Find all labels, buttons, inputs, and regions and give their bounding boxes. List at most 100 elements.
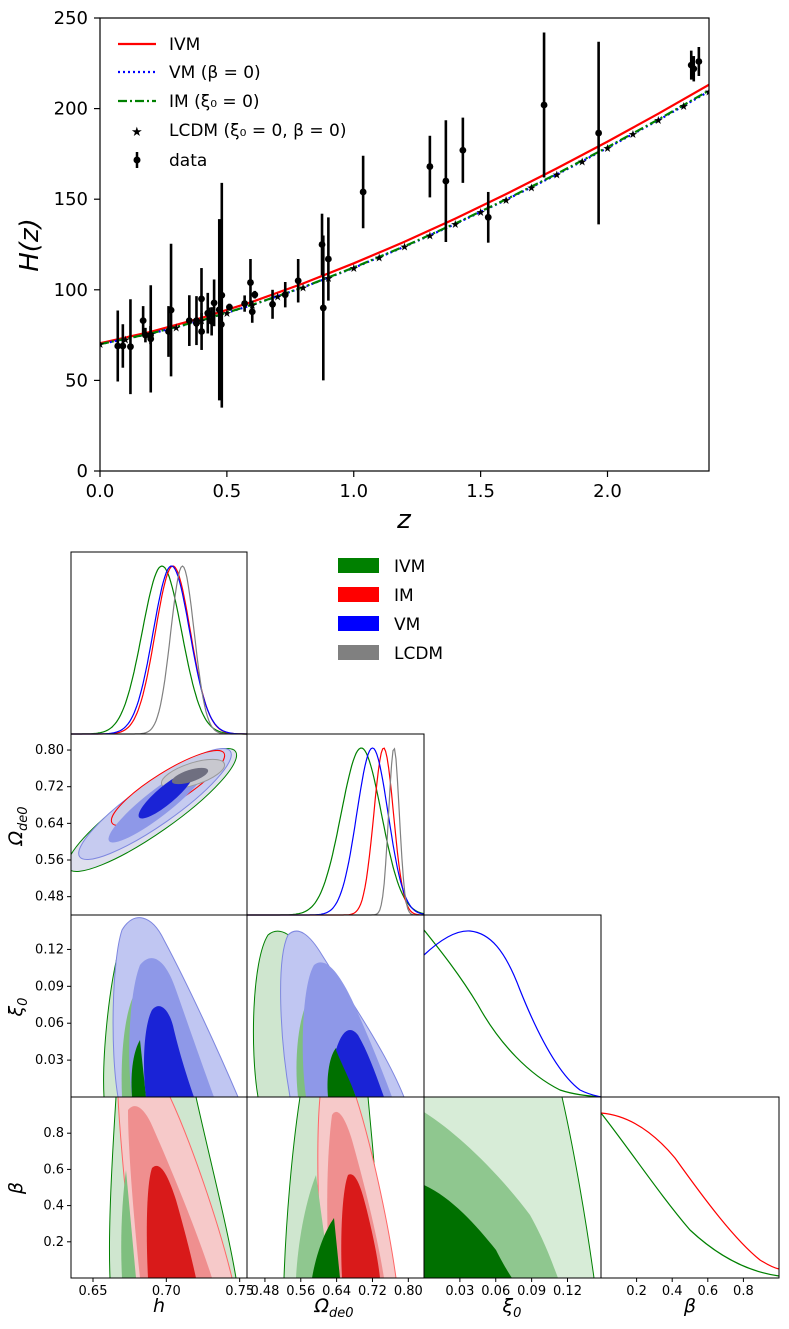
contour-ivm-inner	[131, 1040, 146, 1097]
panel-beta-marginal-frame	[600, 1096, 780, 1279]
corner-y-tick-label: 0.48	[35, 890, 64, 905]
marginal-h-ivm	[71, 565, 247, 735]
corner-y-tick-label: 0.56	[35, 853, 64, 868]
hz-x-axis-label: z	[396, 505, 412, 535]
corner-y-tick-label: 0.12	[35, 942, 64, 957]
legend-label-lcdm: LCDM (ξ₀ = 0, β = 0)	[169, 121, 346, 141]
contour-ivm-inner	[327, 1048, 356, 1097]
hz-plot: ★★★★★★★★★★★★★★★★★★★★★★★★★ 0.00.51.01.52.…	[15, 8, 714, 535]
data-point	[281, 282, 289, 308]
legend-label-vm: VM (β = 0)	[169, 63, 261, 83]
corner-legend: IVM IM VM LCDM	[338, 557, 443, 664]
data-marker	[147, 335, 155, 343]
corner-legend-label-lcdm: LCDM	[394, 644, 443, 664]
data-marker	[359, 188, 367, 196]
contour-im-inner	[146, 1165, 196, 1278]
data-marker	[442, 177, 450, 185]
corner-x-tick-label: 0.65	[79, 1284, 108, 1299]
lcdm-star-marker: ★	[374, 251, 384, 264]
corner-legend-swatch-vm	[338, 616, 379, 631]
lcdm-star-marker: ★	[349, 262, 359, 275]
data-marker	[690, 65, 698, 73]
data-marker	[247, 279, 254, 286]
lcdm-star-marker: ★	[501, 194, 511, 207]
corner-x-tick-label: 0.12	[553, 1284, 582, 1299]
x-tick-label: 2.0	[593, 481, 622, 502]
panel-omega-marginal	[246, 733, 425, 916]
data-point	[484, 191, 492, 243]
data-point	[690, 56, 698, 82]
hz-y-ticks: 0 50 100 150 200 250	[54, 8, 100, 482]
panel-xi-marginal-frame	[423, 914, 602, 1098]
lcdm-star-marker: ★	[653, 114, 663, 127]
panel-omega-vs-h	[70, 733, 248, 916]
data-marker	[198, 295, 205, 303]
lcdm-star-marker: ★	[450, 218, 460, 231]
y-tick-label: 100	[54, 280, 88, 301]
x-tick-label: 0.5	[213, 481, 242, 502]
panel-xi-marginal	[423, 914, 602, 1098]
panel-xi-vs-omega	[246, 914, 425, 1098]
data-point	[540, 32, 548, 178]
corner-y-tick-label: 0.8	[43, 1126, 64, 1141]
lcdm-star-marker: ★	[273, 291, 283, 304]
corner-x-tick-label: 0.8	[733, 1284, 754, 1299]
data-point	[695, 46, 703, 76]
corner-legend-label-vm: VM	[394, 615, 420, 635]
corner-y-tick-label: 0.06	[35, 1016, 64, 1031]
panel-beta-vs-omega	[246, 1096, 425, 1279]
data-point	[198, 312, 206, 350]
contour-ivm-inner	[424, 1185, 512, 1278]
y-tick-label: 150	[54, 189, 88, 210]
lcdm-star-marker: ★	[603, 142, 613, 155]
x-label-xi-base: ξ	[502, 1295, 514, 1317]
data-point	[193, 296, 200, 346]
corner-legend-swatch-im	[338, 587, 379, 602]
contour-vm-inner	[336, 1030, 384, 1097]
data-point	[167, 243, 175, 377]
marginal-ivm-xi	[423, 929, 602, 1098]
contour-lcdm-inner	[171, 767, 209, 785]
lcdm-star-marker: ★	[95, 338, 105, 351]
data-point	[442, 120, 450, 242]
data-marker	[114, 342, 122, 350]
corner-legend-swatch-lcdm	[338, 645, 379, 660]
panel-beta-vs-h	[70, 1096, 248, 1279]
lcdm-star-marker: ★	[704, 85, 714, 98]
marginal-h-lcdm	[71, 565, 247, 735]
corner-x-tick-label: 0.2	[626, 1284, 647, 1299]
data-marker	[142, 331, 149, 339]
panel-h-marginal-frame	[70, 551, 248, 735]
panel-xi-vs-h	[70, 914, 248, 1098]
panel-h-marginal	[70, 551, 248, 735]
hz-plot-frame	[99, 17, 710, 472]
corner-x-tick-label: 0.70	[152, 1284, 181, 1299]
data-point	[218, 182, 226, 408]
corner-ticks: 0.65 0.70 0.750.48 0.56 0.64 0.72 0.80 0.03 0.06…	[35, 743, 754, 1299]
data-marker	[248, 308, 256, 316]
x-label-omega: Ωde0	[313, 1295, 353, 1321]
data-point	[241, 295, 249, 312]
y-tick-label: 0	[77, 461, 88, 482]
data-point	[142, 327, 149, 343]
hz-y-axis-label: H(z)	[15, 218, 45, 272]
data-point	[294, 258, 302, 303]
data-point	[459, 117, 467, 183]
y-tick-label: 250	[54, 8, 88, 29]
lcdm-star-marker: ★	[679, 100, 689, 113]
data-points	[114, 32, 703, 408]
hz-x-ticks: 0.0 0.5 1.0 1.5 2.0	[86, 471, 622, 502]
data-marker	[119, 342, 127, 350]
y-label-omega-base: Ω	[5, 831, 27, 847]
y-label-omega-sub: de0	[16, 806, 31, 831]
data-marker	[127, 343, 134, 351]
lcdm-star-marker: ★	[298, 281, 308, 294]
x-label-xi-sub: 0	[513, 1306, 521, 1321]
hz-legend: IVM VM (β = 0) IM (ξ₀ = 0) ★ LCDM (ξ₀ = …	[118, 35, 346, 171]
data-point	[127, 299, 134, 395]
data-point	[226, 303, 233, 311]
corner-y-tick-label: 0.6	[43, 1162, 64, 1177]
y-label-xi-sub: 0	[16, 998, 31, 1006]
y-label-xi-base: ξ	[5, 1005, 27, 1017]
